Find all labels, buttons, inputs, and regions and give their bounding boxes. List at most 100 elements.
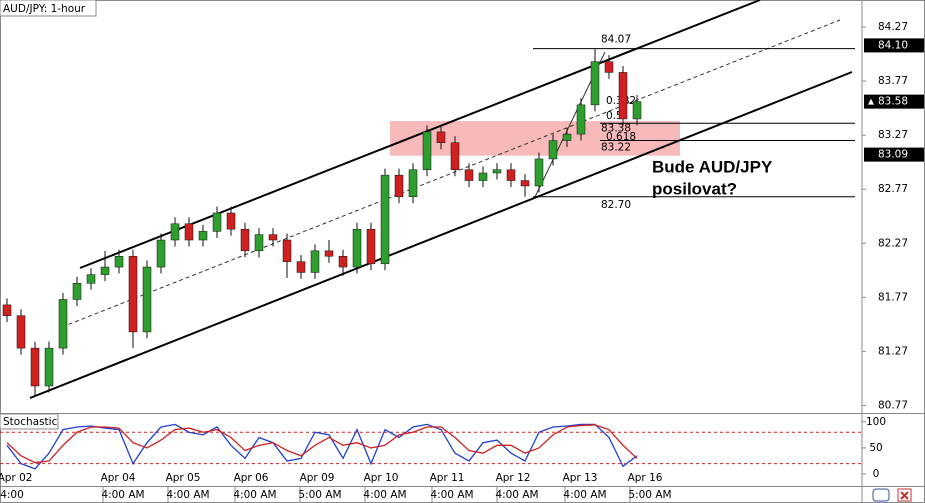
candle-body: [254, 234, 264, 252]
level-label: 83.38: [601, 122, 631, 134]
candle-body: [310, 250, 320, 273]
candle-body: [548, 140, 558, 160]
candle-body: [492, 169, 502, 174]
date-label: Apr 09: [300, 472, 335, 484]
candle-body: [576, 104, 586, 135]
y-tick-label: 83.77: [878, 75, 908, 87]
date-label: Apr 02: [0, 472, 32, 484]
y-tick-label: 83.27: [878, 129, 908, 141]
y-tick-label: 82.77: [878, 183, 908, 195]
candle-body: [86, 274, 96, 284]
price-marker-label: 83.09: [878, 149, 908, 161]
candle-body: [58, 299, 68, 349]
fib-ratio-label: 0.618: [606, 131, 636, 143]
candle-body: [618, 72, 628, 120]
time-label: 4:00 AM: [363, 489, 406, 501]
candle-body: [2, 304, 12, 316]
annotation: Bude AUD/JPY: [652, 157, 773, 176]
level-label: 82.70: [601, 199, 631, 211]
level-label: 84.07: [601, 34, 631, 46]
stoch-tick-label: 0: [873, 468, 880, 480]
time-label: 4:00 AM: [563, 489, 606, 501]
candle-body: [436, 131, 446, 143]
close-icon-x: [900, 491, 909, 500]
title-box: [0, 0, 97, 17]
time-label: 4:00 AM: [430, 489, 473, 501]
chart-title: AUD/JPY: 1-hour: [3, 3, 86, 15]
candle-body: [268, 234, 278, 241]
channel-middle: [61, 19, 841, 328]
time-label: 4:00 AM: [101, 489, 144, 501]
candle-body: [114, 255, 124, 268]
time-label: 4:00 AM: [166, 489, 209, 501]
date-label: Apr 16: [628, 472, 663, 484]
candle-body: [590, 61, 600, 106]
stochastic-title-box: [0, 413, 59, 430]
candle-body: [478, 172, 488, 181]
date-label: Apr 04: [101, 472, 136, 484]
candle-body: [30, 347, 40, 387]
price-arrow: [868, 98, 874, 105]
candle-body: [408, 169, 418, 198]
candle-body: [632, 101, 642, 120]
candle-body: [464, 169, 474, 181]
annotation: posilovat?: [652, 179, 737, 198]
stoch-line: [6, 424, 638, 464]
candle-body: [184, 223, 194, 241]
date-label: Apr 05: [166, 472, 201, 484]
stoch-tick-label: 100: [866, 416, 886, 428]
link-icon[interactable]: [872, 488, 890, 502]
toolbar-icons[interactable]: [872, 488, 912, 502]
price-marker: [864, 38, 924, 53]
date-label: Apr 06: [234, 472, 269, 484]
candle-body: [604, 61, 614, 73]
candle-body: [282, 239, 292, 262]
candle-body: [394, 174, 404, 198]
time-label: 5:00 AM: [298, 489, 341, 501]
candle-body: [226, 212, 236, 230]
candle-body: [422, 131, 432, 170]
candle-body: [296, 261, 306, 273]
channel-lower: [29, 71, 853, 399]
candle-body: [142, 266, 152, 333]
y-tick-label: 82.27: [878, 237, 908, 249]
price-marker: [864, 94, 924, 109]
y-tick-label: 80.77: [878, 399, 908, 411]
candle-body: [380, 174, 390, 265]
candle-body: [324, 250, 334, 257]
channel-upper: [79, 0, 761, 269]
candle-body: [352, 228, 362, 268]
candle-body: [156, 239, 166, 268]
y-tick-label: 81.27: [878, 345, 908, 357]
resistance-zone: [390, 121, 680, 156]
candle-body: [450, 142, 460, 170]
candle-body: [338, 255, 348, 268]
candle-body: [16, 315, 26, 349]
time-label: 4:00 AM: [495, 489, 538, 501]
candle-body: [520, 180, 530, 187]
price-marker: [864, 147, 924, 162]
date-label: Apr 11: [430, 472, 465, 484]
y-tick-label: 81.77: [878, 291, 908, 303]
candle-body: [44, 347, 54, 387]
candle-body: [562, 133, 572, 141]
candle-body: [170, 223, 180, 241]
date-label: Apr 12: [496, 472, 531, 484]
price-marker-label: 83.58: [878, 96, 908, 108]
candle-body: [128, 255, 138, 333]
stochastic-title: Stochastic: [3, 416, 58, 428]
date-label: Apr 13: [563, 472, 598, 484]
time-label: 4:00 AM: [233, 489, 276, 501]
time-label: 5:00 AM: [628, 489, 671, 501]
candle-body: [100, 266, 110, 275]
candle-body: [506, 169, 516, 181]
level-label: 83.22: [601, 142, 631, 154]
candle-body: [534, 158, 544, 187]
stoch-line: [6, 423, 638, 470]
y-tick-label: 84.27: [878, 21, 908, 33]
price-marker-label: 84.10: [878, 39, 908, 51]
stoch-tick-label: 50: [869, 442, 882, 454]
candle-body: [240, 228, 250, 252]
